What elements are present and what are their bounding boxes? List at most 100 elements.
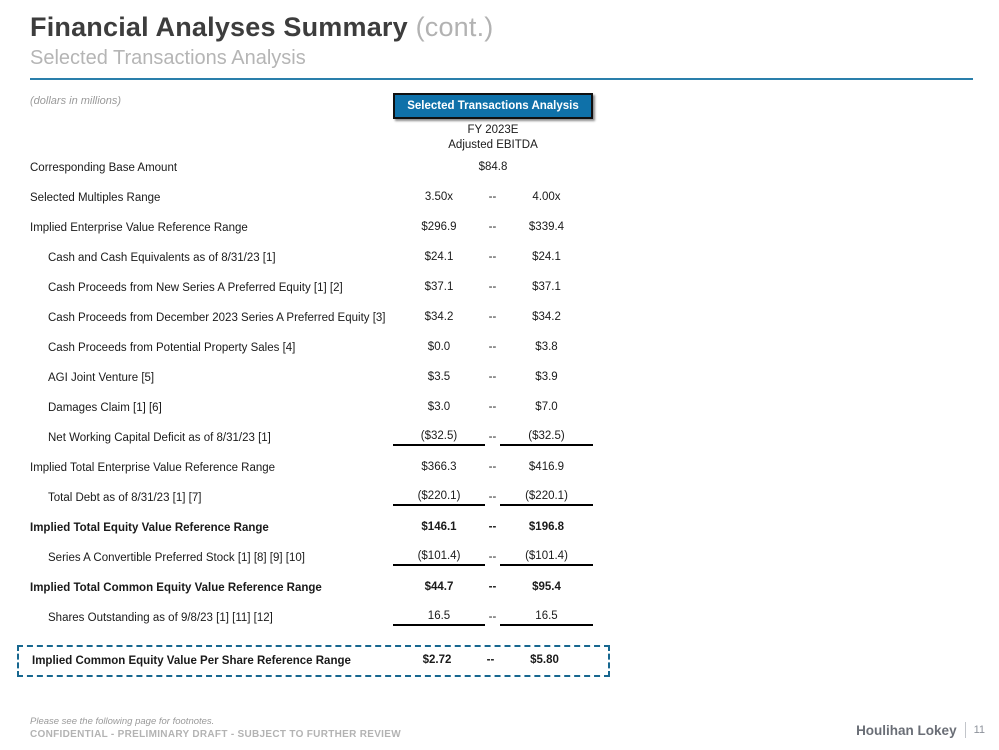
table-row: Selected Multiples Range 3.50x -- 4.00x	[30, 183, 593, 213]
table-header: Selected Transactions Analysis FY 2023E …	[393, 93, 593, 153]
row-value-low: $0.0	[427, 341, 451, 353]
valuation-table: Selected Transactions Analysis FY 2023E …	[17, 93, 610, 677]
row-value-low: ($101.4)	[393, 550, 485, 566]
range-separator: --	[488, 401, 497, 413]
row-value-low: $146.1	[421, 521, 457, 533]
row-value-high: ($220.1)	[500, 490, 593, 506]
row-value-low: $34.2	[424, 311, 454, 323]
row-value-high: ($32.5)	[500, 430, 593, 446]
page-number: 11	[973, 724, 985, 736]
row-value-high: $24.1	[532, 251, 561, 263]
row-value-low: ($220.1)	[393, 490, 485, 506]
row-value-single: $84.8	[478, 161, 508, 173]
row-value-low: $296.9	[421, 221, 457, 233]
period-line1: FY 2023E	[467, 124, 519, 136]
row-label: Selected Multiples Range	[30, 192, 161, 204]
row-label: Corresponding Base Amount	[30, 162, 178, 174]
table-row: Damages Claim [1] [6] $3.0 -- $7.0	[30, 393, 593, 423]
table-row: Implied Total Equity Value Reference Ran…	[30, 513, 593, 543]
range-separator: --	[488, 461, 497, 473]
title-divider	[30, 78, 973, 80]
table-row: Cash and Cash Equivalents as of 8/31/23 …	[30, 243, 593, 273]
row-label: Implied Total Enterprise Value Reference…	[30, 462, 276, 474]
footer-divider	[964, 722, 966, 738]
table-row: Corresponding Base Amount $84.8	[30, 153, 593, 183]
page-title-main: Financial Analyses Summary	[30, 12, 408, 42]
table-row: Implied Total Common Equity Value Refere…	[30, 573, 593, 603]
row-value-high: 16.5	[500, 610, 593, 626]
row-value-high: $34.2	[532, 311, 561, 323]
table-rows: Corresponding Base Amount $84.8 Selected…	[17, 153, 610, 677]
brand-logo: Houlihan Lokey	[856, 722, 957, 738]
row-value-high: $37.1	[532, 281, 561, 293]
row-label: Implied Total Equity Value Reference Ran…	[30, 522, 269, 534]
range-separator: --	[488, 521, 497, 533]
range-separator: --	[488, 221, 497, 233]
row-label: Net Working Capital Deficit as of 8/31/2…	[48, 432, 271, 444]
table-row: Cash Proceeds from New Series A Preferre…	[30, 273, 593, 303]
row-label: Damages Claim [1] [6]	[48, 402, 162, 414]
range-separator: --	[488, 191, 497, 203]
row-value-low: 16.5	[393, 610, 485, 626]
footer-right: Houlihan Lokey 11	[856, 722, 985, 738]
slide-header: Financial Analyses Summary (cont.) Selec…	[30, 12, 985, 70]
row-label: Cash and Cash Equivalents as of 8/31/23 …	[48, 252, 276, 264]
row-value-high: $3.8	[535, 341, 558, 353]
page-title-suffix: (cont.)	[415, 12, 494, 42]
row-value-low: $2.72	[422, 654, 452, 666]
table-row: Series A Convertible Preferred Stock [1]…	[30, 543, 593, 573]
row-label: Cash Proceeds from New Series A Preferre…	[48, 282, 343, 294]
row-value-low: 3.50x	[424, 191, 454, 203]
row-value-high: ($101.4)	[500, 550, 593, 566]
row-value-high: $3.9	[535, 371, 558, 383]
row-label: Cash Proceeds from Potential Property Sa…	[48, 342, 296, 354]
range-separator: --	[488, 431, 497, 443]
row-label: Shares Outstanding as of 9/8/23 [1] [11]…	[48, 612, 273, 624]
range-separator: --	[488, 581, 497, 593]
range-separator: --	[488, 551, 497, 563]
row-value-low: ($32.5)	[393, 430, 485, 446]
table-row: AGI Joint Venture [5] $3.5 -- $3.9	[30, 363, 593, 393]
range-separator: --	[486, 654, 495, 666]
footer-left: Please see the following page for footno…	[30, 715, 401, 742]
range-separator: --	[488, 281, 497, 293]
table-row: Implied Total Enterprise Value Reference…	[30, 453, 593, 483]
row-label: Implied Enterprise Value Reference Range	[30, 222, 248, 234]
row-label: Total Debt as of 8/31/23 [1] [7]	[48, 492, 202, 504]
row-label: Series A Convertible Preferred Stock [1]…	[48, 552, 305, 564]
row-value-low: $44.7	[424, 581, 454, 593]
row-value-high: $5.80	[530, 654, 559, 666]
table-row: Net Working Capital Deficit as of 8/31/2…	[30, 423, 593, 453]
row-value-high: $196.8	[528, 521, 565, 533]
table-row-highlighted: Implied Common Equity Value Per Share Re…	[17, 645, 610, 677]
period-line2: Adjusted EBITDA	[448, 139, 538, 151]
range-separator: --	[488, 611, 497, 623]
range-separator: --	[488, 251, 497, 263]
row-value-low: $37.1	[424, 281, 454, 293]
row-value-low: $24.1	[424, 251, 454, 263]
confidentiality-notice: CONFIDENTIAL - PRELIMINARY DRAFT - SUBJE…	[30, 729, 401, 740]
table-row: Cash Proceeds from Potential Property Sa…	[30, 333, 593, 363]
row-value-low: $3.0	[427, 401, 451, 413]
table-row: Implied Enterprise Value Reference Range…	[30, 213, 593, 243]
period-header: FY 2023E Adjusted EBITDA	[393, 123, 593, 153]
table-row: Shares Outstanding as of 9/8/23 [1] [11]…	[30, 603, 593, 633]
row-value-high: 4.00x	[532, 191, 561, 203]
row-label: Cash Proceeds from December 2023 Series …	[48, 312, 386, 324]
range-separator: --	[488, 311, 497, 323]
row-label: Implied Total Common Equity Value Refere…	[30, 582, 322, 594]
row-value-low: $3.5	[427, 371, 451, 383]
row-value-high: $416.9	[528, 461, 565, 473]
footnote-reference: Please see the following page for footno…	[30, 716, 215, 727]
row-label: AGI Joint Venture [5]	[48, 372, 155, 384]
row-label: Implied Common Equity Value Per Share Re…	[32, 655, 351, 667]
page-subtitle: Selected Transactions Analysis	[30, 47, 306, 69]
table-row: Cash Proceeds from December 2023 Series …	[30, 303, 593, 333]
range-separator: --	[488, 491, 497, 503]
column-group-header: Selected Transactions Analysis	[393, 93, 593, 119]
row-value-high: $7.0	[535, 401, 558, 413]
row-value-high: $95.4	[532, 581, 561, 593]
table-row: Total Debt as of 8/31/23 [1] [7] ($220.1…	[30, 483, 593, 513]
page-title: Financial Analyses Summary (cont.)	[30, 12, 985, 43]
